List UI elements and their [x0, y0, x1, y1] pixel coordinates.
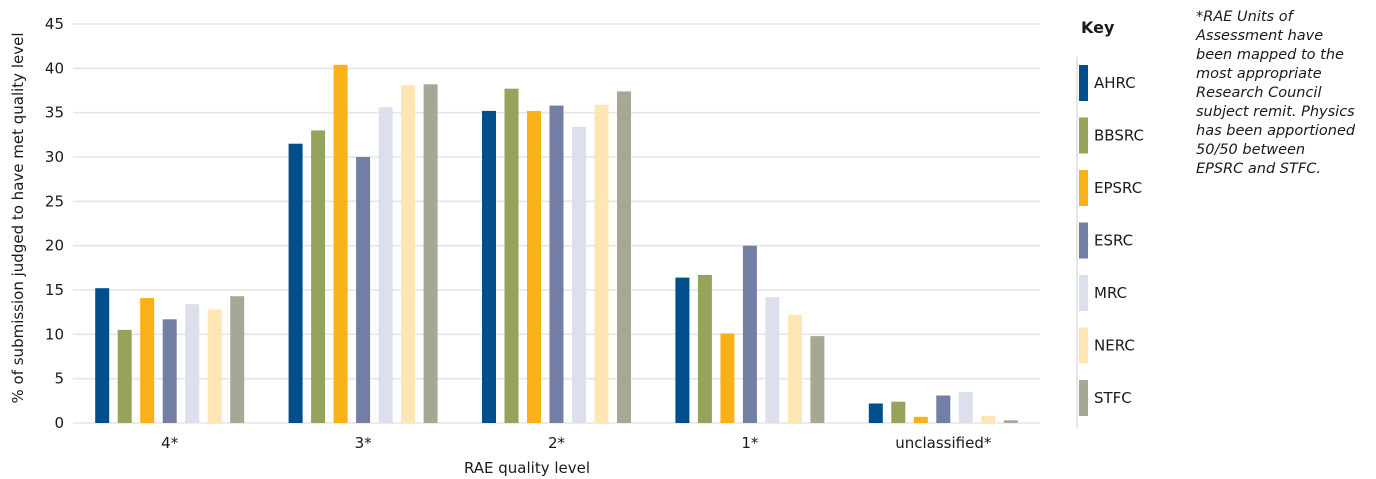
legend-title: Key	[1081, 18, 1115, 37]
bar-stfc-2	[617, 91, 631, 424]
legend-swatch-epsrc	[1079, 170, 1088, 206]
legend-swatch-stfc	[1079, 380, 1088, 416]
bar-nerc-1	[401, 85, 416, 423]
bar-mrc-1	[378, 107, 393, 424]
bar-mrc-2	[572, 126, 586, 424]
legend-swatch-esrc	[1079, 222, 1088, 259]
bar-mrc-3	[765, 297, 780, 423]
legend-label-mrc: MRC	[1094, 284, 1127, 302]
legend-label-stfc: STFC	[1094, 389, 1132, 407]
legend-label-epsrc: EPSRC	[1094, 179, 1142, 197]
bar-stfc-1	[423, 84, 438, 424]
bar-ahrc-3	[675, 277, 690, 423]
bar-epsrc-3	[720, 333, 735, 423]
footnote-line: has been apportioned	[1196, 123, 1356, 139]
bar-mrc-0	[185, 304, 200, 423]
legend-label-bbsrc: BBSRC	[1094, 127, 1144, 145]
bar-nerc-0	[207, 309, 222, 423]
bar-stfc-0	[230, 296, 245, 423]
legend: Key AHRC BBSRC EPSRC ESRC MRC NERC STFC	[1076, 18, 1144, 428]
footnote-line: *RAE Units of	[1196, 9, 1293, 25]
bar-epsrc-4	[913, 416, 928, 423]
footnote-line: 50/50 between	[1196, 142, 1306, 158]
y-tick-label: 35	[45, 104, 64, 122]
bar-bbsrc-1	[311, 130, 326, 423]
bar-stfc-4	[1003, 420, 1018, 423]
y-tick-label: 15	[45, 281, 64, 299]
y-tick-label: 25	[45, 192, 64, 210]
legend-label-nerc: NERC	[1094, 337, 1135, 355]
footnote-line: Assessment have	[1196, 28, 1324, 44]
legend-swatch-ahrc	[1079, 65, 1088, 101]
bar-esrc-3	[742, 245, 757, 423]
legend-label-esrc: ESRC	[1094, 232, 1133, 250]
x-tick-label: unclassified*	[895, 434, 992, 452]
bar-bbsrc-2	[504, 88, 519, 423]
legend-label-ahrc: AHRC	[1094, 74, 1136, 92]
x-tick-label: 3*	[355, 434, 373, 452]
bar-nerc-2	[594, 104, 609, 423]
x-tick-label: 1*	[741, 434, 759, 452]
x-axis-label: RAE quality level	[464, 459, 590, 477]
y-tick-label: 10	[45, 325, 64, 343]
legend-swatch-nerc	[1079, 327, 1088, 364]
bar-bbsrc-4	[891, 401, 906, 423]
footnote-line: EPSRC and STFC.	[1196, 161, 1321, 177]
y-axis-label: % of submission judged to have met quali…	[9, 33, 27, 404]
legend-swatch-bbsrc	[1079, 117, 1088, 154]
y-tick-label: 30	[45, 148, 64, 166]
legend-swatch-mrc	[1079, 275, 1088, 311]
footnote: *RAE Units of Assessment have been mapped …	[1196, 8, 1372, 179]
bar-mrc-4	[958, 392, 973, 423]
y-axis-ticks: 0 5 10 15 20 25 30 35 40 45	[45, 15, 64, 432]
y-tick-label: 0	[54, 414, 64, 432]
bar-bbsrc-3	[697, 274, 712, 423]
y-tick-label: 40	[45, 59, 64, 77]
bar-nerc-3	[787, 314, 802, 423]
bar-epsrc-1	[333, 64, 348, 424]
bar-ahrc-4	[868, 403, 883, 423]
footnote-line: Research Council	[1196, 85, 1322, 101]
bar-ahrc-1	[288, 143, 303, 423]
footnote-line: most appropriate	[1196, 66, 1322, 82]
footnote-line: been mapped to the	[1196, 47, 1344, 63]
y-tick-label: 45	[45, 15, 64, 33]
bar-esrc-2	[549, 105, 564, 423]
bar-epsrc-0	[140, 298, 155, 423]
y-tick-label: 20	[45, 237, 64, 255]
bar-esrc-1	[356, 157, 371, 423]
x-tick-label: 4*	[161, 434, 179, 452]
bar-ahrc-0	[95, 288, 110, 423]
bar-stfc-3	[810, 336, 825, 423]
y-tick-label: 5	[54, 370, 64, 388]
bars	[95, 64, 1018, 424]
x-tick-label: 2*	[548, 434, 566, 452]
x-axis-ticks: 4* 3* 2* 1* unclassified*	[161, 434, 992, 452]
bar-nerc-4	[981, 415, 996, 423]
bar-bbsrc-0	[117, 329, 132, 423]
bar-ahrc-2	[482, 110, 496, 424]
bar-esrc-0	[162, 319, 177, 423]
bar-epsrc-2	[527, 110, 541, 424]
footnote-line: subject remit. Physics	[1196, 104, 1355, 120]
bar-esrc-4	[936, 395, 951, 423]
